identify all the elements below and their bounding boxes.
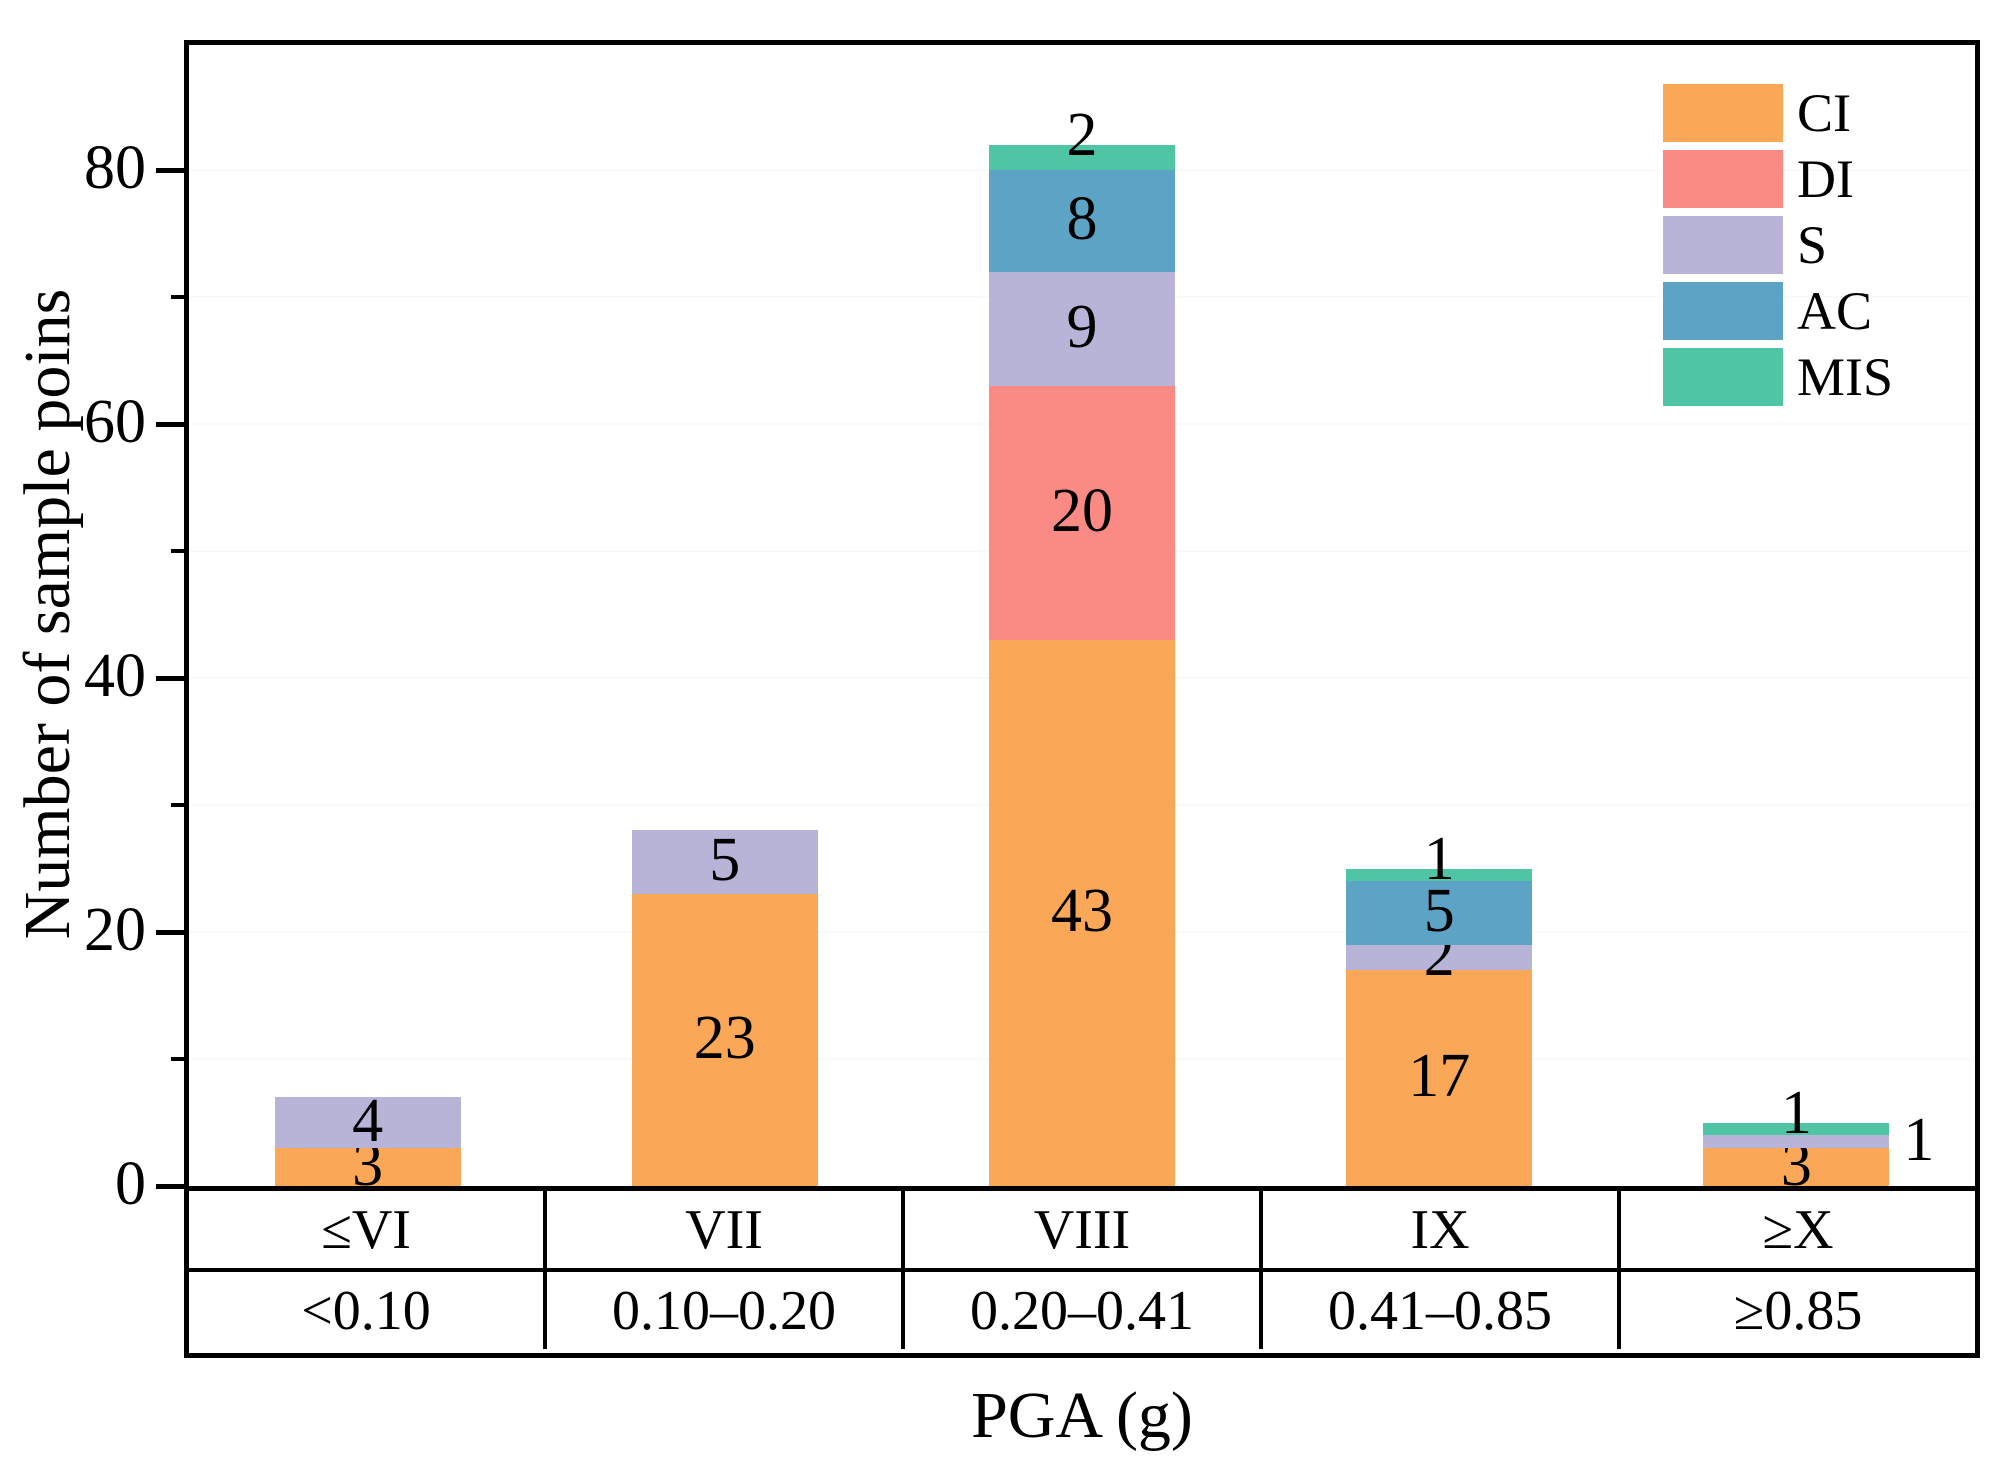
bar-segment-ci — [631, 893, 818, 1186]
bar-segment-ci — [274, 1147, 461, 1186]
y-axis-minor-tick — [171, 549, 189, 553]
intensity-cell: VIII — [905, 1191, 1263, 1268]
pga-cell: 0.41–0.85 — [1263, 1272, 1621, 1349]
bar-value-label: 9 — [1066, 292, 1098, 361]
y-axis-major-tick — [156, 930, 189, 935]
x-axis-title: PGA (g) — [971, 1379, 1193, 1452]
y-axis-major-tick — [156, 168, 189, 173]
y-axis-tick-label: 40 — [84, 642, 146, 710]
legend-swatch-di — [1663, 150, 1783, 208]
bar-segment-ci — [1703, 1147, 1890, 1186]
bar-segment-s — [1346, 944, 1533, 971]
pga-cell: <0.10 — [189, 1272, 547, 1349]
legend-label: CI — [1797, 83, 1851, 143]
legend-swatch-s — [1663, 216, 1783, 274]
bar-segment-di — [989, 385, 1175, 640]
bar-segment-mis — [989, 144, 1175, 170]
bar-segment-ci — [989, 639, 1175, 1186]
bar-segment-mis — [1703, 1122, 1890, 1136]
bar-segment-mis — [1346, 868, 1533, 882]
y-axis-minor-tick — [171, 1057, 189, 1061]
legend-swatch-ac — [1663, 282, 1783, 340]
y-axis-major-tick — [156, 422, 189, 427]
intensity-cell: ≤VI — [189, 1191, 547, 1268]
y-axis-minor-tick — [171, 803, 189, 807]
legend-swatch-ci — [1663, 84, 1783, 142]
y-axis-tick-label: 80 — [84, 134, 146, 202]
legend-label: DI — [1797, 149, 1854, 209]
y-axis-major-tick — [156, 1184, 189, 1189]
category-table: ≤VI VII VIII IX ≥X <0.10 0.10–0.20 0.20–0.41 0.4… — [184, 1186, 1980, 1358]
legend-label: AC — [1797, 281, 1873, 341]
bar-value-label: 1 — [1423, 824, 1455, 893]
bar-value-label: 5 — [1423, 876, 1455, 945]
bar-value-label: 17 — [1408, 1042, 1471, 1111]
intensity-cell: IX — [1263, 1191, 1621, 1268]
intensity-cell: ≥X — [1762, 1198, 1834, 1261]
y-axis-tick-label: 0 — [115, 1150, 146, 1218]
bar-value-label: 4 — [352, 1086, 384, 1155]
bar-segment-s — [631, 830, 818, 894]
intensity-cell: VII — [547, 1191, 905, 1268]
bar-value-label: 8 — [1066, 184, 1098, 253]
bar-value-label: 5 — [709, 826, 741, 895]
y-axis-minor-tick — [171, 295, 189, 299]
pga-cell: 0.10–0.20 — [547, 1272, 905, 1349]
y-axis-tick-label: 20 — [84, 896, 146, 964]
bar-segment-ci — [1346, 970, 1533, 1186]
y-axis-major-tick — [156, 676, 189, 681]
bar-value-label: 20 — [1051, 476, 1113, 545]
legend-label: S — [1797, 215, 1828, 275]
bar-value-label: 2 — [1066, 100, 1098, 169]
bar-value-label: 23 — [693, 1003, 756, 1072]
bar-segment-s — [989, 271, 1175, 386]
y-axis-title: Number of sample poins — [11, 288, 84, 940]
bar-segment-ac — [1346, 881, 1533, 945]
bar-value-label: 43 — [1051, 876, 1113, 945]
bar-segment-s — [1703, 1135, 1890, 1148]
y-axis-tick-label: 60 — [84, 388, 146, 456]
bar-value-label: 1 — [1780, 1078, 1812, 1147]
legend-swatch-mis — [1663, 348, 1783, 406]
legend-label: MIS — [1797, 347, 1894, 407]
pga-cell: 0.20–0.41 — [905, 1272, 1263, 1349]
bar-segment-ac — [989, 170, 1175, 272]
bar-segment-s — [274, 1097, 461, 1148]
pga-row: <0.10 0.10–0.20 0.20–0.41 0.41–0.85 ≥0.85 — [189, 1272, 1975, 1349]
pga-cell: ≥0.85 — [1733, 1279, 1863, 1342]
bar-value-label: 1 — [1903, 1105, 1935, 1174]
intensity-row: ≤VI VII VIII IX ≥X — [189, 1191, 1975, 1272]
